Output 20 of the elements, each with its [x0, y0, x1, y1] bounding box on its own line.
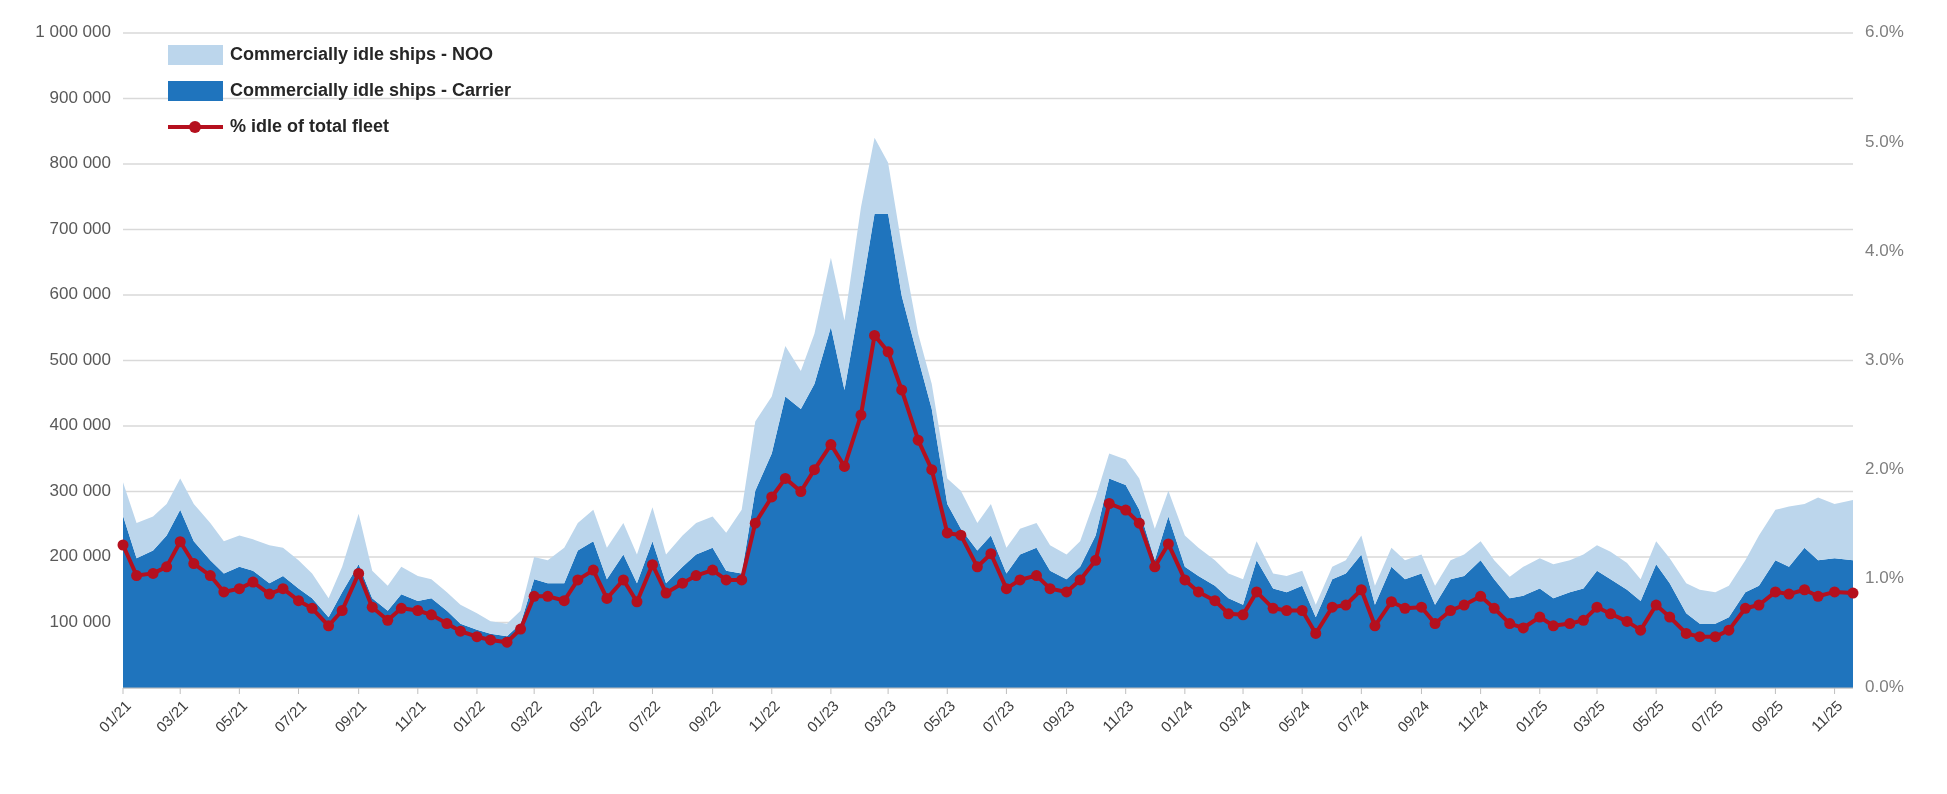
y-tick-label: 1 000 000 — [35, 22, 111, 42]
legend-label: % idle of total fleet — [230, 115, 390, 136]
y-tick-label: 200 000 — [49, 546, 111, 566]
y-tick-label: 900 000 — [49, 87, 111, 107]
y2-tick-label: 0.0% — [1865, 677, 1904, 697]
y2-tick-label: 3.0% — [1865, 349, 1904, 369]
y2-tick-label: 2.0% — [1865, 459, 1904, 479]
y-tick-label: 300 000 — [49, 480, 111, 500]
y-tick-label: 800 000 — [49, 153, 111, 173]
legend-label: Commercially idle ships - Carrier — [230, 79, 512, 100]
y-tick-label: 400 000 — [49, 415, 111, 435]
y-tick-label: 700 000 — [49, 218, 111, 238]
y-tick-label: 100 000 — [49, 611, 111, 631]
y2-tick-label: 5.0% — [1865, 131, 1904, 151]
y-tick-label: 600 000 — [49, 284, 111, 304]
y-tick-label: 500 000 — [49, 349, 111, 369]
y2-tick-label: 4.0% — [1865, 240, 1904, 260]
y2-tick-label: 6.0% — [1865, 22, 1904, 42]
legend-label: Commercially idle ships - NOO — [230, 43, 494, 64]
y2-tick-label: 1.0% — [1865, 568, 1904, 588]
